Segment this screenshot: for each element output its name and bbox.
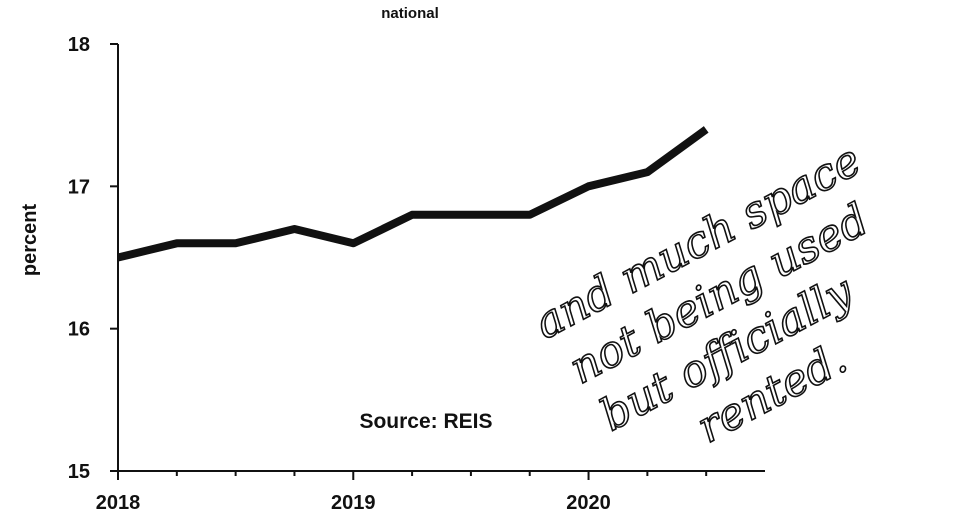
x-tick-labels: 2018 2019 2020 bbox=[96, 492, 611, 514]
axes bbox=[110, 43, 765, 480]
x-tick-label: 2019 bbox=[331, 492, 376, 514]
chart-title: national bbox=[381, 5, 439, 22]
y-tick-label: 17 bbox=[68, 176, 90, 198]
x-tick-label: 2018 bbox=[96, 492, 141, 514]
y-tick-labels: 15 16 17 18 bbox=[68, 34, 90, 483]
y-tick-label: 15 bbox=[68, 461, 90, 483]
y-axis-label: percent bbox=[19, 204, 41, 277]
y-tick-label: 16 bbox=[68, 319, 90, 341]
y-tick-label: 18 bbox=[68, 34, 90, 56]
source-annotation: Source: REIS bbox=[359, 410, 492, 433]
series-line bbox=[117, 126, 709, 262]
x-tick-label: 2020 bbox=[566, 492, 611, 514]
